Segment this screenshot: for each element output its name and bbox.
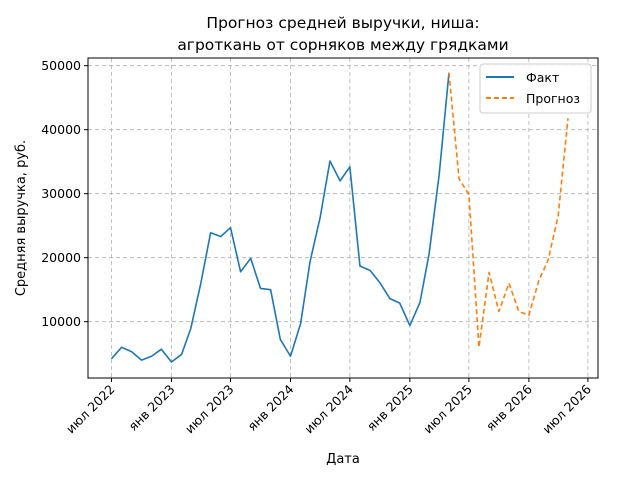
series-line-forecast bbox=[448, 72, 569, 349]
y-tick-label: 20000 bbox=[41, 250, 81, 265]
y-tick-label: 50000 bbox=[41, 58, 81, 73]
series-line-fact bbox=[110, 72, 450, 363]
y-tick-label: 10000 bbox=[41, 314, 81, 329]
x-axis-label: Дата bbox=[326, 452, 360, 467]
plot-frame bbox=[87, 57, 599, 379]
y-axis-label: Средняя выручка, руб. bbox=[14, 140, 29, 296]
legend: Факт Прогноз bbox=[479, 63, 592, 114]
grid-lines bbox=[88, 58, 598, 378]
chart-title-line-1: Прогноз средней выручки, ниша: bbox=[206, 14, 479, 32]
legend-label-fact: Факт bbox=[526, 70, 559, 85]
legend-label-forecast: Прогноз bbox=[526, 91, 580, 106]
chart-title-line-2: агроткань от сорняков между грядками bbox=[177, 36, 508, 54]
series-lines bbox=[110, 72, 569, 363]
y-tick-label: 40000 bbox=[41, 122, 81, 137]
y-tick-label: 30000 bbox=[41, 186, 81, 201]
